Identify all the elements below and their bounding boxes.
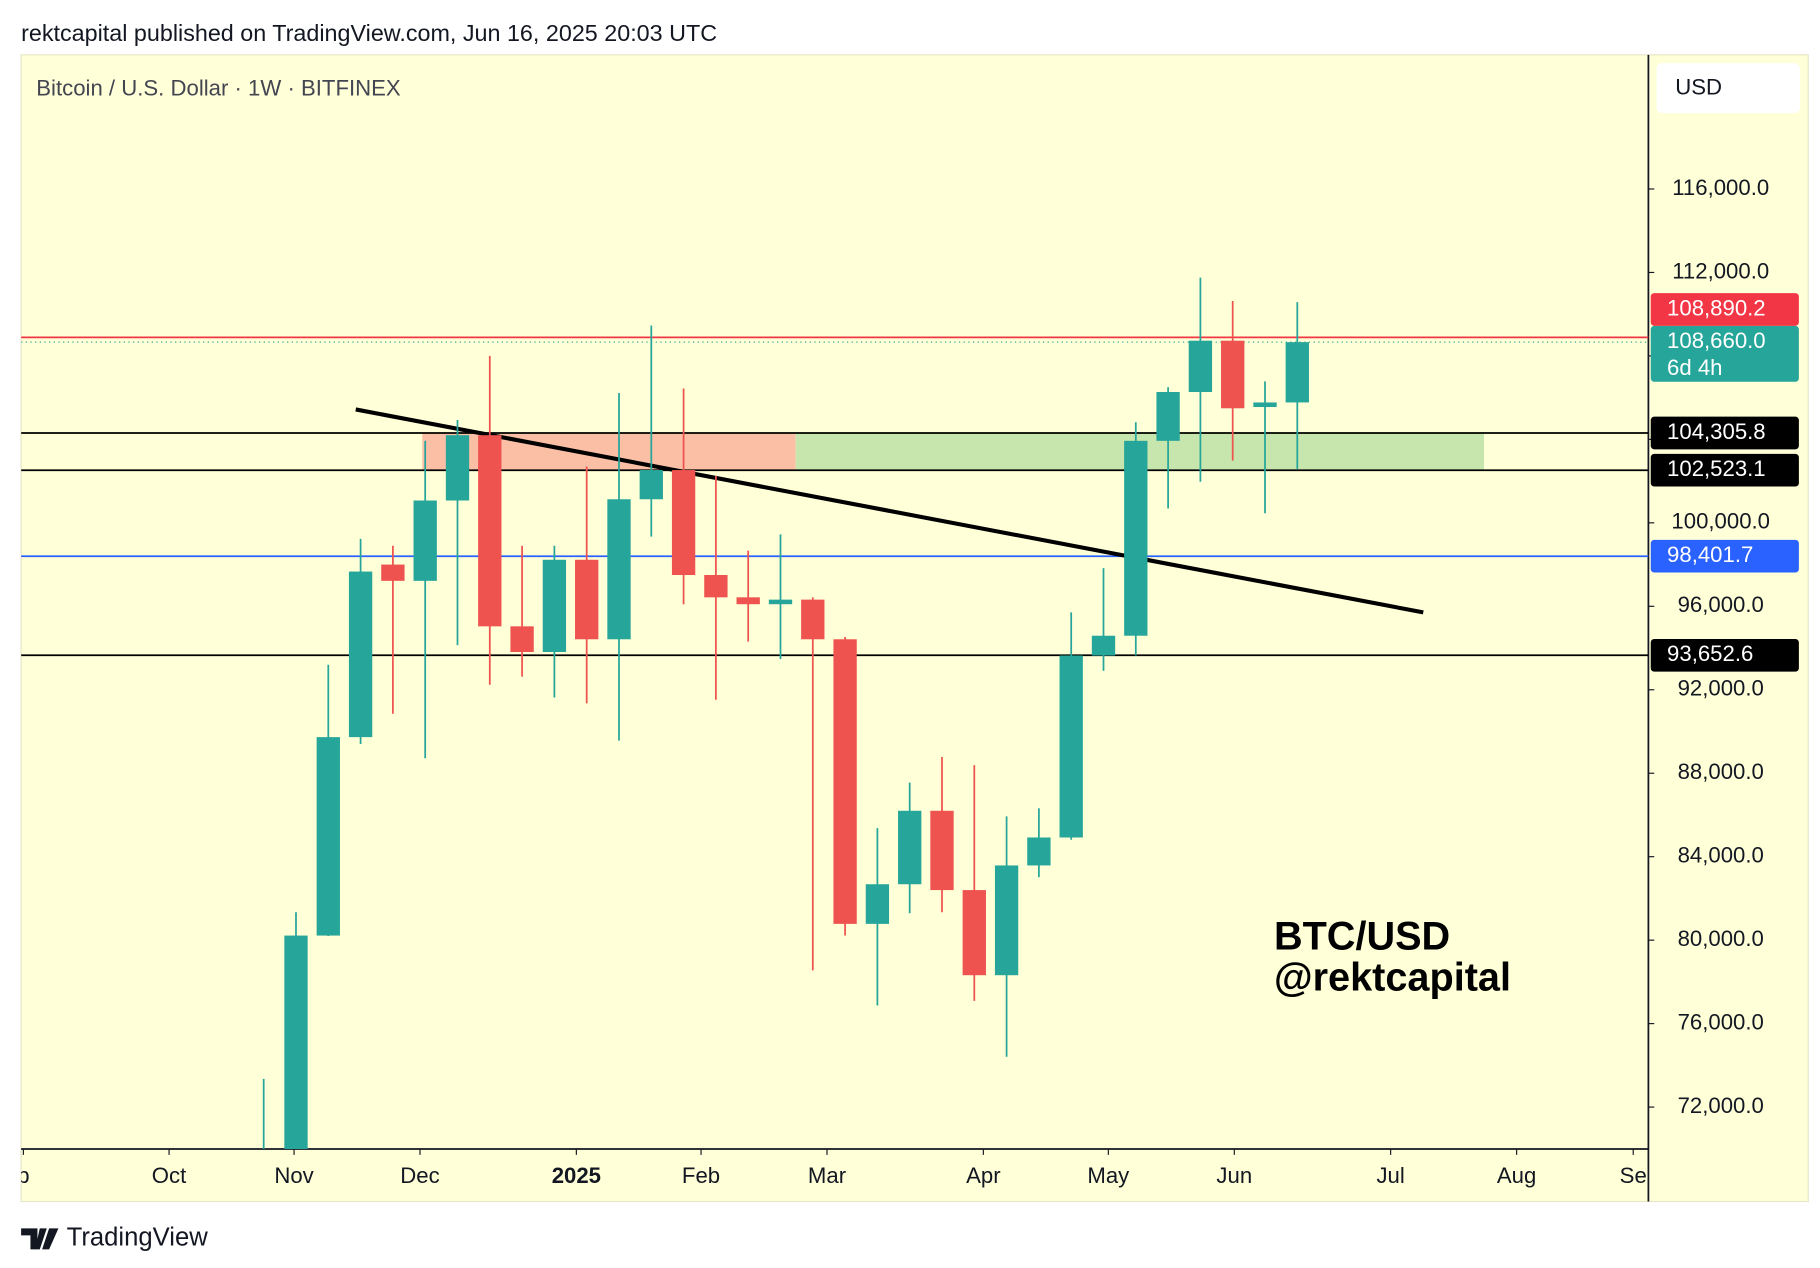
header: rektcapital published on TradingView.com… [21,20,717,46]
x-tick-label: Feb [682,1163,720,1188]
y-axis: 72,000.0 76,000.0 80,000.0 84,000.0 88,000.0… [1648,175,1799,1118]
candle-body [639,470,663,500]
candle-body [994,865,1019,976]
trendline [355,407,1424,615]
y-tick-label: 92,000.0 [1678,676,1764,701]
candle-body [1091,635,1116,656]
x-tick-label: 2025 [552,1163,601,1188]
y-tick-label: 116,000.0 [1672,175,1769,200]
candle-body [381,564,405,581]
level-box [1650,416,1799,450]
y-tick-label: 100,000.0 [1671,509,1770,534]
footer: TradingView [67,1224,209,1252]
y-tick-label: 88,000.0 [1678,759,1764,784]
x-tick-label: May [1087,1163,1130,1188]
chart-title: Bitcoin / U.S. Dollar · 1W · BITFINEX [36,76,401,101]
currency: USD [1675,75,1722,100]
candle-body [607,499,631,640]
candle-body [930,810,954,891]
level-label: 104,305.8 [1667,419,1766,444]
y-tick-label: 112,000.0 [1672,258,1769,283]
plot [21,277,1649,1150]
candle-body [1188,340,1213,393]
watermark: @rektcapital [1274,955,1511,999]
y-tick-label: 80,000.0 [1678,926,1764,951]
y-tick-label: 84,000.0 [1678,843,1764,868]
y-tick-label: 72,000.0 [1678,1093,1764,1118]
candle-body [671,470,696,576]
candle-body [316,737,340,936]
last-price-label: 108,660.0 [1667,328,1766,353]
candle-body [1253,402,1277,408]
candle-body [898,810,922,885]
x-tick-label: Dec [400,1163,439,1188]
x-tick-label: Mar [808,1163,847,1188]
level-label: 102,523.1 [1667,456,1766,481]
candle-body [1285,342,1309,403]
candle-body [445,435,470,501]
countdown: 6d 4h [1667,355,1722,380]
x-tick-label: Oct [152,1163,186,1188]
level-box [1650,539,1799,573]
candle-body [510,626,534,652]
x-tick-label: p [17,1163,29,1188]
candle-body [1124,440,1148,636]
candle-body [478,435,502,627]
level-label: 108,890.2 [1667,295,1766,320]
y-tick-label: 96,000.0 [1678,592,1764,617]
footer-logo: TradingView [21,1224,208,1252]
candle-body [542,559,567,652]
candle-body [1156,392,1180,441]
x-tick-label: Apr [966,1163,1001,1188]
candle-body [1221,340,1245,409]
level-box [1650,293,1799,326]
chart-area [20,54,1809,1203]
x-axis: p Oct Nov Dec 2025 Feb Mar Apr May Jun Jul Aug Se [17,1149,1647,1188]
candle-body [284,935,308,1150]
watermark: BTC/USD [1274,915,1450,959]
candle-body [833,639,857,924]
x-tick-label: Nov [274,1163,313,1188]
candle-body [865,884,890,924]
level-box [1650,638,1799,672]
y-tick-label: 76,000.0 [1678,1009,1764,1034]
level-label: 98,401.7 [1667,542,1753,567]
x-tick-label: Se [1620,1163,1647,1188]
candle-body [1059,655,1083,838]
candle-body [413,500,437,581]
last-price-box [1650,325,1799,382]
candle-body [348,571,373,738]
level-label: 93,652.6 [1667,641,1753,666]
candle-body [1027,837,1051,866]
x-tick-label: Jun [1216,1163,1252,1188]
x-tick-label: Aug [1497,1163,1536,1188]
candle-body [575,559,599,640]
candle-body [768,599,793,605]
level-box [1650,453,1799,487]
currency-box [1656,62,1801,114]
candle-body [962,890,986,976]
x-tick-label: Jul [1376,1163,1404,1188]
candle-body [704,575,728,598]
candle-body [801,599,825,640]
candle-body [736,597,760,605]
